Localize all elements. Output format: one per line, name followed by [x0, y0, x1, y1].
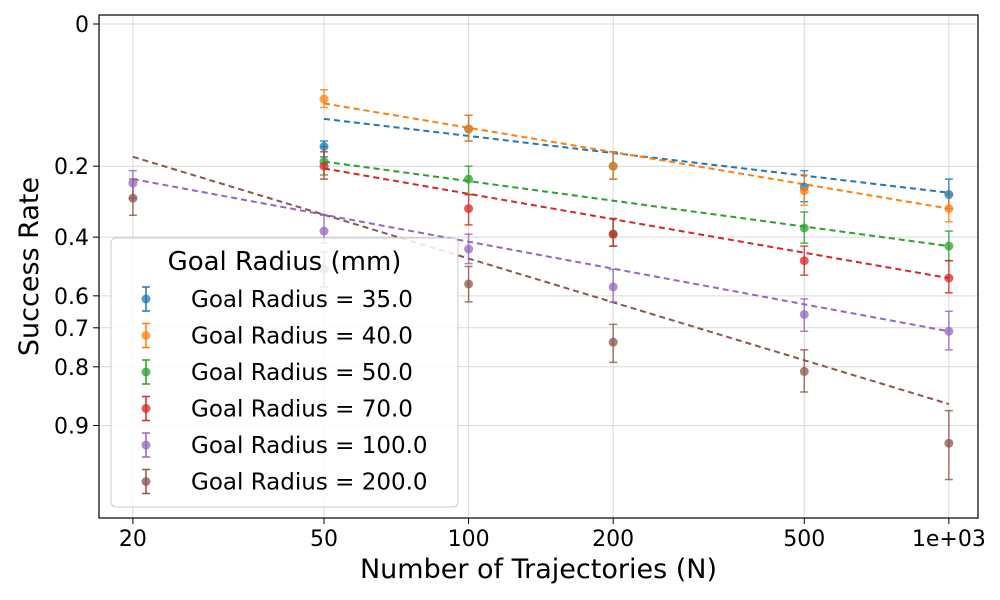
- legend-marker: [141, 294, 151, 304]
- y-axis-ticks: 0 0.2 0.4 0.6 0.7 0.8 0.9: [54, 13, 99, 439]
- legend-item: Goal Radius = 70.0: [141, 395, 413, 423]
- legend-label: Goal Radius = 40.0: [191, 324, 413, 350]
- data-point: [319, 226, 329, 236]
- legend-marker: [141, 331, 151, 340]
- data-point: [319, 142, 329, 152]
- y-tick-label: 0.2: [54, 155, 89, 180]
- data-point: [608, 282, 618, 292]
- data-point: [799, 366, 809, 376]
- data-point: [128, 193, 138, 203]
- fit-line-series-2: [323, 160, 949, 248]
- y-tick-label: 0.4: [54, 226, 89, 251]
- legend-marker: [141, 440, 151, 450]
- legend-label: Goal Radius = 50.0: [191, 360, 413, 386]
- data-point: [608, 337, 618, 347]
- data-point: [799, 223, 809, 233]
- x-axis-ticks: 20 50 100 200 500 1e+03: [119, 518, 986, 552]
- y-tick-label: 0.8: [54, 356, 89, 381]
- x-tick-label: 500: [783, 527, 825, 552]
- legend-item: Goal Radius = 200.0: [141, 468, 428, 496]
- legend: Goal Radius (mm) Goal Radius = 35.0Goal …: [110, 237, 459, 508]
- x-tick-label: 200: [592, 527, 634, 552]
- legend-item: Goal Radius = 50.0: [141, 359, 413, 386]
- data-point: [464, 174, 474, 184]
- x-tick-label: 50: [310, 527, 338, 552]
- data-point: [799, 309, 809, 319]
- legend-marker: [141, 404, 151, 413]
- data-point: [944, 438, 954, 448]
- x-tick-label: 20: [119, 527, 147, 552]
- y-tick-label: 0.9: [54, 414, 89, 439]
- legend-label: Goal Radius = 35.0: [191, 287, 413, 313]
- fit-line-series-1: [323, 102, 950, 210]
- legend-item: Goal Radius = 35.0: [141, 286, 413, 313]
- data-point: [464, 279, 474, 289]
- legend-title: Goal Radius (mm): [168, 247, 402, 277]
- data-point: [799, 256, 809, 266]
- data-point: [319, 94, 329, 104]
- y-tick-label: 0.6: [54, 285, 89, 310]
- data-point: [464, 204, 474, 214]
- data-point: [944, 241, 954, 251]
- x-tick-label: 1e+03: [912, 527, 986, 552]
- data-point: [944, 326, 954, 336]
- plot-frame: [98, 14, 979, 519]
- y-axis-label: Success Rate: [14, 177, 45, 356]
- legend-item: Goal Radius = 40.0: [141, 322, 413, 350]
- fit-line-series-0: [323, 117, 949, 194]
- data-point: [464, 244, 474, 254]
- x-axis-label: Number of Trajectories (N): [360, 554, 717, 585]
- fit-line-series-4: [132, 178, 950, 333]
- x-tick-label: 100: [448, 527, 490, 552]
- y-tick-label: 0: [75, 13, 89, 38]
- data-point: [319, 161, 329, 171]
- fit-line-series-3: [323, 167, 950, 280]
- data-point: [464, 124, 474, 134]
- legend-label: Goal Radius = 100.0: [191, 433, 428, 459]
- data-point: [799, 186, 809, 196]
- y-tick-label: 0.7: [54, 317, 89, 342]
- data-point: [944, 190, 954, 200]
- data-point: [944, 273, 954, 283]
- legend-label: Goal Radius = 70.0: [191, 397, 413, 423]
- legend-item: Goal Radius = 100.0: [141, 432, 428, 459]
- legend-marker: [141, 367, 151, 377]
- data-point: [608, 161, 618, 171]
- legend-items: Goal Radius = 35.0 Goal Radius = 40.0 Goal…: [141, 286, 428, 496]
- fit-line-series-5: [132, 155, 950, 405]
- fit-lines: [132, 102, 950, 405]
- legend-box: [110, 237, 459, 508]
- data-point: [608, 229, 618, 239]
- legend-marker: [141, 477, 151, 486]
- data-point: [128, 178, 138, 188]
- data-points: [128, 94, 954, 448]
- legend-label: Goal Radius = 200.0: [191, 470, 428, 496]
- data-point: [944, 204, 954, 214]
